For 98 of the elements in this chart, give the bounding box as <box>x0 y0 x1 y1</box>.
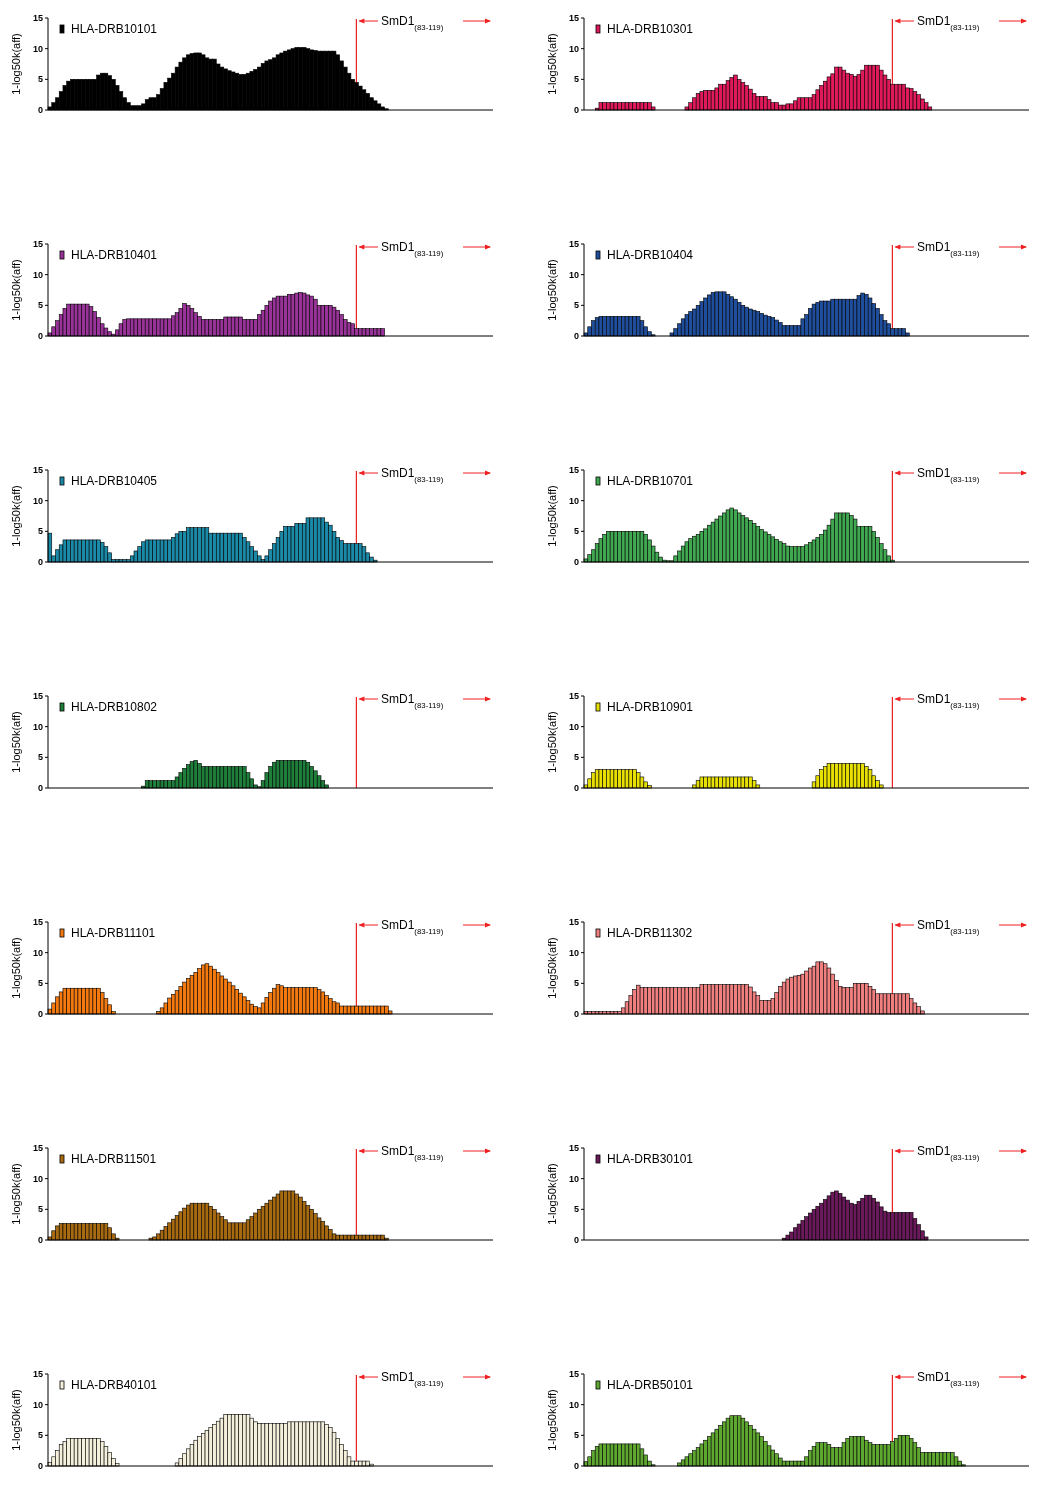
y-axis-title: 1-log50k(aff) <box>546 937 558 999</box>
annotation: SmD1$_{(83-119)}$ <box>381 466 444 484</box>
y-tick-label: 15 <box>568 917 579 928</box>
y-tick-label: 15 <box>568 1369 579 1380</box>
y-tick-label: 5 <box>37 1204 43 1215</box>
annotation: SmD1$_{(83-119)}$ <box>917 692 980 710</box>
annotation: SmD1$_{(83-119)}$ <box>381 1370 444 1388</box>
y-tick-label: 0 <box>37 783 43 794</box>
legend-label: HLA-DRB11101 <box>71 926 156 940</box>
legend-label: HLA-DRB10404 <box>607 248 694 262</box>
y-tick-label: 10 <box>32 721 43 732</box>
y-tick-label: 0 <box>37 1461 43 1472</box>
legend-label: HLA-DRB30101 <box>607 1152 694 1166</box>
y-tick-label: 0 <box>37 1235 43 1246</box>
y-tick-label: 15 <box>568 1143 579 1154</box>
legend-label: HLA-DRB50101 <box>607 1378 694 1392</box>
y-axis-title: 1-log50k(aff) <box>546 259 558 321</box>
y-tick-label: 10 <box>568 947 579 958</box>
legend-label: HLA-DRB10405 <box>71 474 158 488</box>
annotation: SmD1$_{(83-119)}$ <box>381 1144 444 1162</box>
y-tick-label: 15 <box>568 13 579 24</box>
y-tick-label: 5 <box>37 978 43 989</box>
y-tick-label: 10 <box>32 495 43 506</box>
annotation: SmD1$_{(83-119)}$ <box>381 240 444 258</box>
legend-label: HLA-DRB10301 <box>607 22 694 36</box>
y-axis-title: 1-log50k(aff) <box>546 33 558 95</box>
y-tick-label: 0 <box>37 557 43 568</box>
y-axis-title: 1-log50k(aff) <box>10 259 22 321</box>
y-tick-label: 5 <box>573 300 579 311</box>
y-tick-label: 5 <box>37 752 43 763</box>
y-tick-label: 10 <box>32 43 43 54</box>
y-tick-label: 10 <box>32 1399 43 1410</box>
y-axis-title: 1-log50k(aff) <box>10 1389 22 1451</box>
y-tick-label: 5 <box>37 526 43 537</box>
y-tick-label: 0 <box>37 331 43 342</box>
legend-label: HLA-DRB10101 <box>71 22 158 36</box>
y-tick-label: 0 <box>573 1461 579 1472</box>
y-tick-label: 0 <box>573 557 579 568</box>
y-tick-label: 15 <box>32 239 43 250</box>
y-tick-label: 0 <box>37 1009 43 1020</box>
y-tick-label: 10 <box>568 721 579 732</box>
y-tick-label: 15 <box>32 13 43 24</box>
y-tick-label: 15 <box>568 465 579 476</box>
y-tick-label: 15 <box>32 465 43 476</box>
y-tick-label: 15 <box>568 691 579 702</box>
y-tick-label: 15 <box>32 917 43 928</box>
y-tick-label: 5 <box>573 1430 579 1441</box>
y-tick-label: 0 <box>573 783 579 794</box>
y-axis-title: 1-log50k(aff) <box>546 711 558 773</box>
y-tick-label: 5 <box>573 1204 579 1215</box>
legend-label: HLA-DRB40101 <box>71 1378 158 1392</box>
y-tick-label: 5 <box>37 1430 43 1441</box>
annotation: SmD1$_{(83-119)}$ <box>917 14 980 32</box>
annotation: SmD1$_{(83-119)}$ <box>381 14 444 32</box>
y-tick-label: 10 <box>568 495 579 506</box>
y-axis-title: 1-log50k(aff) <box>10 1163 22 1225</box>
y-axis-title: 1-log50k(aff) <box>10 711 22 773</box>
y-tick-label: 10 <box>568 1173 579 1184</box>
annotation: SmD1$_{(83-119)}$ <box>917 1370 980 1388</box>
y-tick-label: 0 <box>573 105 579 116</box>
y-tick-label: 5 <box>573 526 579 537</box>
legend-label: HLA-DRB10802 <box>71 700 158 714</box>
y-tick-label: 15 <box>32 1143 43 1154</box>
y-tick-label: 5 <box>573 752 579 763</box>
y-tick-label: 10 <box>32 1173 43 1184</box>
legend-label: HLA-DRB11302 <box>607 926 693 940</box>
annotation: SmD1$_{(83-119)}$ <box>917 240 980 258</box>
annotation: SmD1$_{(83-119)}$ <box>917 466 980 484</box>
y-tick-label: 15 <box>32 691 43 702</box>
y-tick-label: 0 <box>573 331 579 342</box>
y-tick-label: 5 <box>573 74 579 85</box>
annotation: SmD1$_{(83-119)}$ <box>917 918 980 936</box>
annotation: SmD1$_{(83-119)}$ <box>917 1144 980 1162</box>
annotation: SmD1$_{(83-119)}$ <box>381 918 444 936</box>
y-axis-title: 1-log50k(aff) <box>546 485 558 547</box>
y-axis-title: 1-log50k(aff) <box>10 33 22 95</box>
annotation: SmD1$_{(83-119)}$ <box>381 692 444 710</box>
y-axis-title: 1-log50k(aff) <box>10 485 22 547</box>
y-tick-label: 5 <box>37 74 43 85</box>
legend-label: HLA-DRB11501 <box>71 1152 157 1166</box>
y-tick-label: 0 <box>573 1009 579 1020</box>
y-tick-label: 10 <box>568 1399 579 1410</box>
y-tick-label: 0 <box>573 1235 579 1246</box>
y-axis-title: 1-log50k(aff) <box>546 1163 558 1225</box>
y-tick-label: 15 <box>32 1369 43 1380</box>
y-tick-label: 10 <box>32 269 43 280</box>
y-tick-label: 10 <box>568 43 579 54</box>
y-axis-title: 1-log50k(aff) <box>546 1389 558 1451</box>
y-tick-label: 5 <box>573 978 579 989</box>
y-tick-label: 5 <box>37 300 43 311</box>
legend-label: HLA-DRB10701 <box>607 474 694 488</box>
y-axis-title: 1-log50k(aff) <box>10 937 22 999</box>
legend-label: HLA-DRB10401 <box>71 248 158 262</box>
y-tick-label: 10 <box>568 269 579 280</box>
legend-label: HLA-DRB10901 <box>607 700 694 714</box>
y-tick-label: 15 <box>568 239 579 250</box>
y-tick-label: 10 <box>32 947 43 958</box>
y-tick-label: 0 <box>37 105 43 116</box>
